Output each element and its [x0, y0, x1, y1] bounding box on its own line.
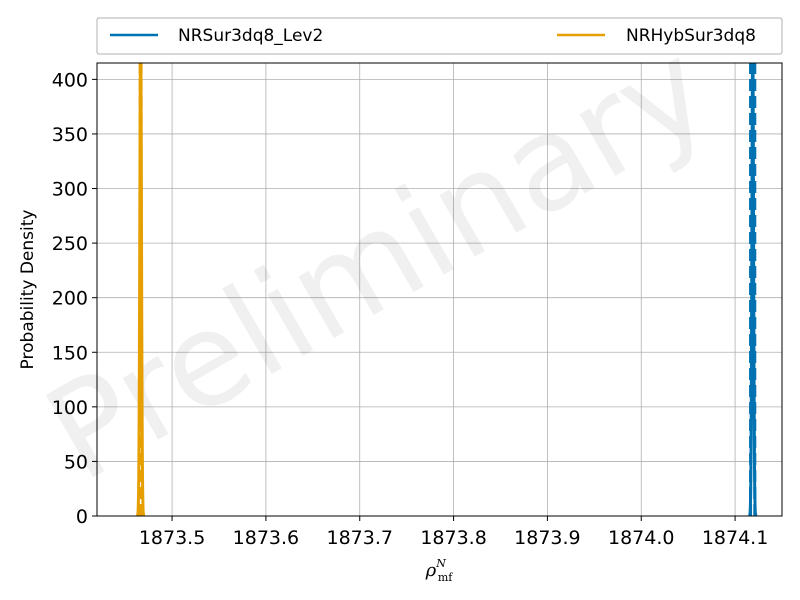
y-tick-label-6: 300: [52, 179, 88, 201]
y-axis-label: Probability Density: [18, 210, 38, 370]
x-axis-label-sup: N: [435, 557, 446, 570]
y-tick-label-2: 100: [52, 397, 88, 419]
density-curve-nrhybsur3dq8: [135, 63, 146, 516]
x-axis-label-sub: mf: [438, 571, 453, 584]
plot-content: [135, 63, 758, 516]
y-tick-label-5: 250: [52, 233, 88, 255]
x-tick-label-3: 1873.8: [420, 527, 486, 549]
x-tick-label-2: 1873.7: [326, 527, 392, 549]
y-tick-label-0: 0: [76, 506, 88, 528]
y-tick-label-1: 50: [64, 451, 88, 473]
x-tick-label-1: 1873.6: [233, 527, 299, 549]
x-tick-label-6: 1874.1: [702, 527, 768, 549]
watermark: Preliminary: [22, 12, 734, 511]
x-tick-label-0: 1873.5: [139, 527, 205, 549]
x-axis-label: ρN mf: [425, 557, 454, 584]
legend-label-nrsur3dq8-lev2: NRSur3dq8_Lev2: [178, 26, 323, 46]
density-curve-nrsur3dq8-lev2: [748, 63, 758, 516]
plot-frame: [96, 62, 783, 517]
y-tick-label-8: 400: [52, 69, 88, 91]
series-group: [135, 63, 758, 516]
x-tick-label-5: 1874.0: [608, 527, 674, 549]
y-tick-label-7: 350: [52, 124, 88, 146]
x-tick-label-4: 1873.9: [514, 527, 580, 549]
ticks: 1873.5 1873.6 1873.7 1873.8 1873.9 1874.0 1874…: [52, 69, 769, 549]
grid: [97, 63, 782, 517]
legend-label-nrhybsur3dq8: NRHybSur3dq8: [626, 26, 756, 46]
legend-box: [96, 17, 783, 55]
y-tick-label-4: 200: [52, 288, 88, 310]
y-tick-label-3: 150: [52, 342, 88, 364]
x-axis-label-main: ρ: [425, 560, 437, 581]
legend: NRSur3dq8_Lev2 NRHybSur3dq8: [96, 17, 783, 55]
